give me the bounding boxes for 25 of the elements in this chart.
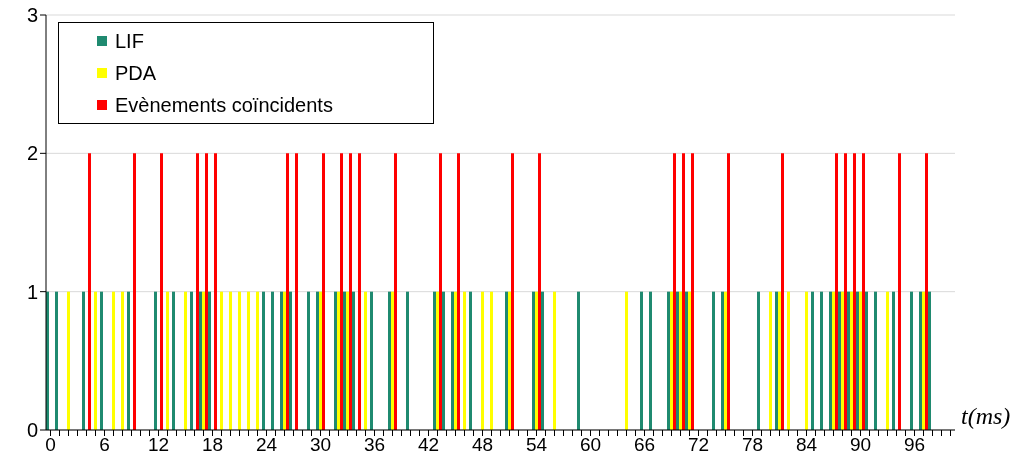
x-tick-label: 12: [147, 434, 170, 456]
x-tick-label: 24: [255, 434, 278, 456]
x-tick-label: 78: [741, 434, 764, 456]
y-tick-label: 2: [26, 142, 38, 165]
x-tick-label: 48: [471, 434, 494, 456]
x-tick-label: 30: [309, 434, 332, 456]
y-tick-label: 3: [26, 4, 38, 27]
y-tick-label: 0: [26, 419, 38, 442]
y-tick-label: 1: [26, 280, 38, 303]
x-tick-label: 96: [903, 434, 926, 456]
x-tick-label: 0: [45, 434, 56, 456]
x-tick-label: 84: [795, 434, 818, 456]
legend-label: LIF: [115, 29, 144, 53]
x-tick-label: 54: [525, 434, 548, 456]
legend-label: PDA: [115, 61, 157, 85]
x-tick-label: 36: [363, 434, 386, 456]
x-tick-label: 66: [633, 434, 656, 456]
x-tick-label: 72: [687, 434, 710, 456]
x-tick-label: 90: [849, 434, 872, 456]
x-axis-title: t(ms): [961, 403, 1011, 429]
x-tick-label: 18: [201, 434, 224, 456]
x-tick-label: 60: [579, 434, 602, 456]
legend-label: Evènements coïncidents: [115, 93, 333, 117]
x-tick-label: 42: [417, 434, 440, 456]
x-tick-label: 6: [99, 434, 110, 456]
